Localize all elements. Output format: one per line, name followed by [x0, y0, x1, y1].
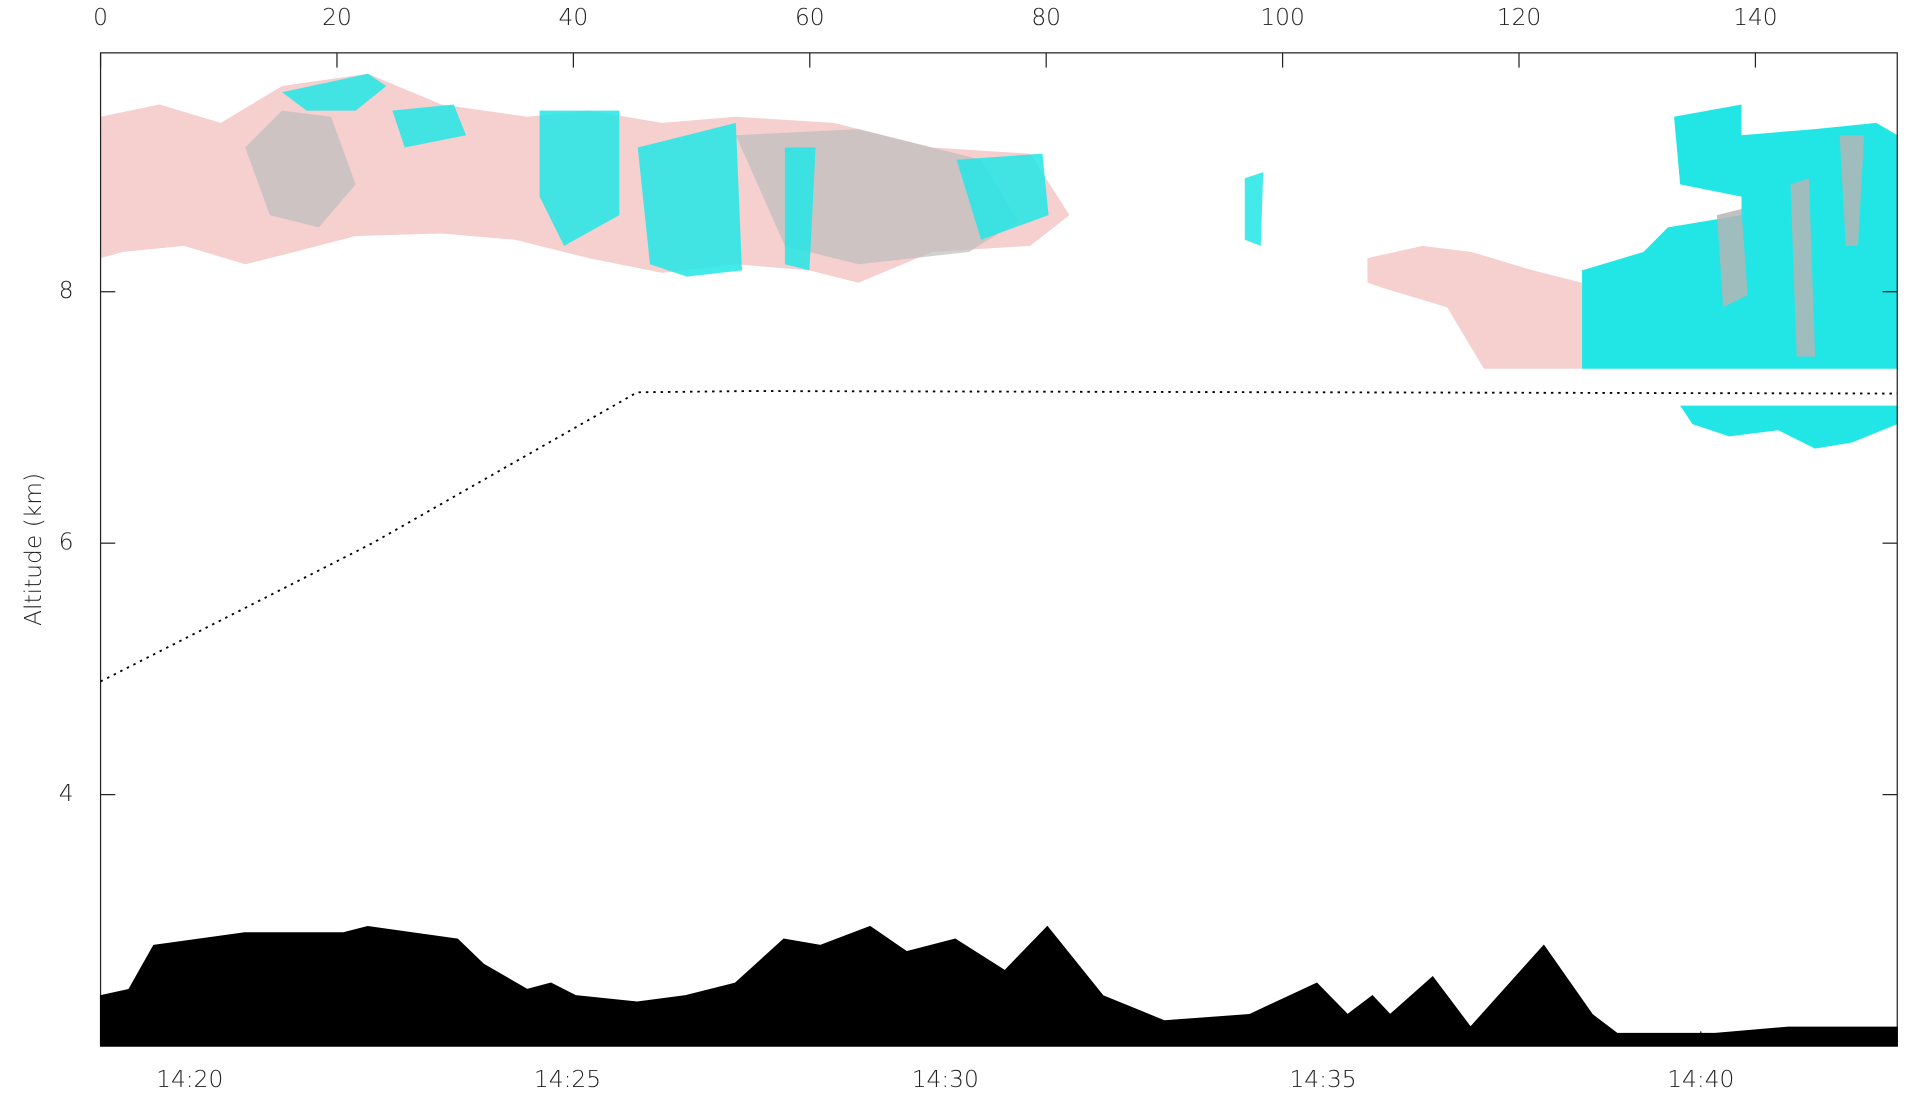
y-tick-label: 8	[59, 277, 74, 304]
cloud-field	[100, 73, 1898, 449]
bottom-tick-label: 14:30	[912, 1066, 979, 1093]
cloud-gray	[245, 110, 1018, 265]
bottom-tick-label: 14:20	[156, 1066, 223, 1093]
bottom-tick-label: 14:35	[1289, 1066, 1356, 1093]
y-tick-label: 6	[59, 529, 74, 556]
cloud-cyan	[282, 73, 1264, 277]
top-tick-label: 100	[1260, 4, 1304, 31]
top-tick-label: 120	[1497, 4, 1541, 31]
bottom-tick-label: 14:25	[534, 1066, 601, 1093]
cloud-gray-patches	[1716, 135, 1865, 357]
bottom-tick-label: 14:40	[1667, 1066, 1734, 1093]
top-tick-label: 80	[1031, 4, 1061, 31]
y-axis-label: Altitude (km)	[20, 473, 47, 626]
top-tick-label: 40	[559, 4, 589, 31]
cloud-pink-trail	[1367, 245, 1583, 369]
top-tick-label: 0	[93, 4, 108, 31]
y-tick-label: 4	[59, 780, 74, 807]
top-tick-label: 60	[795, 4, 825, 31]
terrain-area	[99, 925, 1898, 1047]
flight-altitude-line	[100, 390, 1898, 683]
top-tick-label: 140	[1733, 4, 1777, 31]
top-tick-label: 20	[322, 4, 352, 31]
